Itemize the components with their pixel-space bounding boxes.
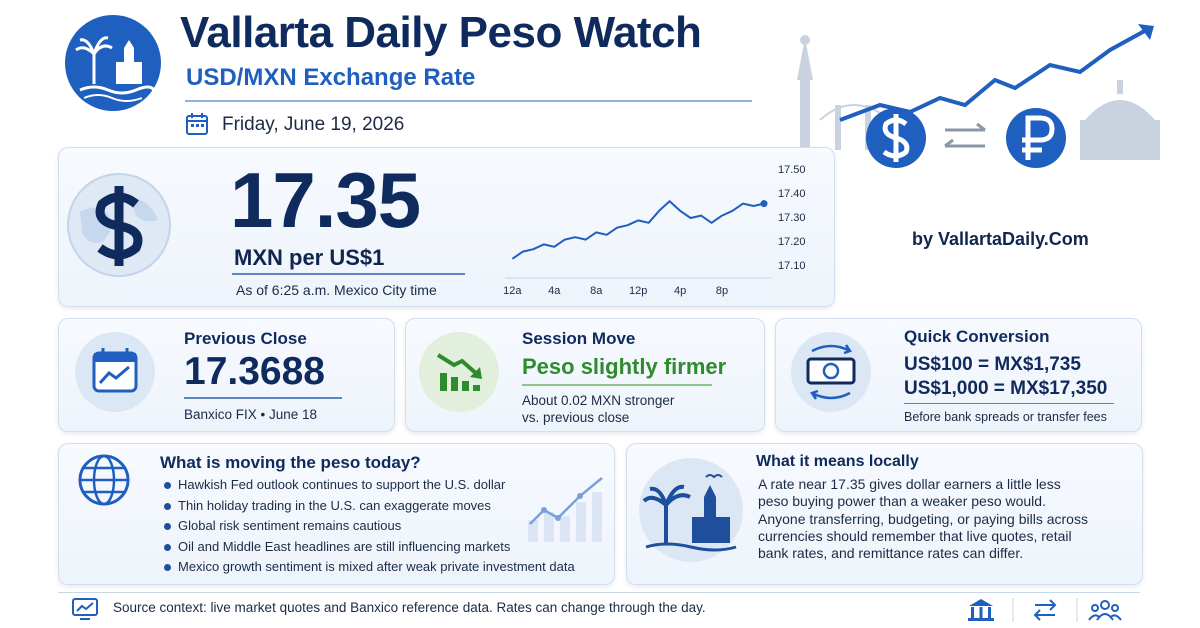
x-tick-label: 12a (503, 285, 522, 297)
driver-item: Mexico growth sentiment is mixed after w… (160, 557, 575, 578)
x-tick-label: 8a (590, 285, 603, 297)
conversion-label: Quick Conversion (904, 327, 1050, 346)
previous-close-value: 17.3688 (184, 350, 325, 393)
monitor-icon (72, 598, 98, 620)
as-of: As of 6:25 a.m. Mexico City time (236, 282, 437, 298)
title: Vallarta Daily Peso Watch (180, 8, 702, 57)
underline (904, 403, 1114, 404)
conversion-line: US$100 = MX$1,735 (904, 354, 1081, 375)
note-line: vs. previous close (522, 410, 630, 425)
date: Friday, June 19, 2026 (222, 114, 405, 135)
line-series (511, 200, 765, 260)
conversion-note: Before bank spreads or transfer fees (904, 410, 1107, 424)
footer-source: Source context: live market quotes and B… (113, 600, 706, 615)
y-tick-label: 17.40 (778, 188, 806, 200)
drivers-title: What is moving the peso today? (160, 453, 421, 472)
underline (522, 384, 712, 386)
y-tick-label: 17.30 (778, 212, 806, 224)
x-tick-label: 12p (629, 285, 647, 297)
x-tick-label: 4a (548, 285, 561, 297)
growth-icon (528, 477, 603, 542)
conversion-line: US$1,000 = MX$17,350 (904, 378, 1108, 399)
divider (185, 100, 752, 102)
x-tick-label: 8p (716, 285, 728, 297)
driver-item: Global risk sentiment remains cautious (160, 516, 575, 537)
money-icon (791, 332, 871, 412)
rate-value: 17.35 (230, 156, 421, 244)
y-tick-label: 17.50 (778, 164, 806, 176)
driver-item: Thin holiday trading in the U.S. can exa… (160, 496, 575, 517)
footer-rule (58, 592, 1140, 593)
logo (65, 15, 161, 111)
dollar-globe (67, 173, 171, 277)
y-tick-label: 17.10 (778, 260, 806, 272)
header-illustration (797, 24, 1160, 168)
driver-item: Hawkish Fed outlook continues to support… (160, 475, 575, 496)
drivers-card (58, 443, 615, 585)
rate-unit: MXN per US$1 (234, 245, 385, 270)
byline: by VallartaDaily.Com (912, 229, 1089, 249)
rate-card (58, 147, 835, 307)
session-move-headline: Peso slightly firmer (522, 354, 727, 379)
session-move-label: Session Move (522, 329, 636, 348)
x-tick-label: 4p (674, 285, 686, 297)
footer-icons (968, 598, 1122, 622)
y-tick-label: 17.20 (778, 236, 806, 248)
town-icon (639, 458, 743, 562)
last-point (760, 200, 768, 208)
previous-close-label: Previous Close (184, 329, 307, 348)
unit-underline (232, 273, 465, 275)
local-title: What it means locally (756, 453, 919, 470)
globe-icon (78, 454, 130, 506)
subtitle: USD/MXN Exchange Rate (186, 64, 476, 91)
underline (184, 397, 342, 399)
previous-close-note: Banxico FIX • June 18 (184, 407, 318, 422)
conversion-lines: US$100 = MX$1,735 US$1,000 = MX$17,350 (904, 353, 1107, 401)
note-line: About 0.02 MXN stronger (522, 393, 675, 408)
drivers-list: Hawkish Fed outlook continues to support… (160, 475, 575, 578)
calendar-icon (186, 113, 208, 135)
calendar-chart-icon (75, 332, 155, 412)
session-move-note: About 0.02 MXN stronger vs. previous clo… (522, 392, 674, 426)
driver-item: Oil and Middle East headlines are still … (160, 537, 575, 558)
local-text: A rate near 17.35 gives dollar earners a… (758, 476, 1088, 562)
rate-chart: 17.50 17.40 17.30 17.20 17.10 12a 4a 8a 12p 4p 8p (503, 164, 806, 297)
down-chart-icon (419, 332, 499, 412)
